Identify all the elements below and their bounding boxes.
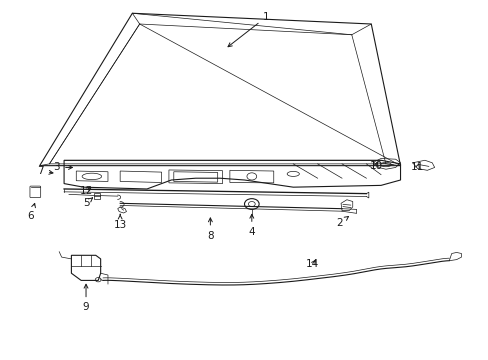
Text: 8: 8	[206, 218, 213, 240]
Text: 1: 1	[227, 12, 269, 47]
Text: 5: 5	[82, 198, 92, 208]
Text: 7: 7	[37, 166, 53, 176]
Text: 13: 13	[113, 214, 126, 230]
Text: 10: 10	[369, 161, 382, 171]
Text: 11: 11	[410, 162, 424, 172]
Text: 14: 14	[305, 259, 319, 269]
Text: 4: 4	[248, 214, 255, 237]
Text: 9: 9	[82, 284, 89, 312]
Text: 12: 12	[79, 186, 92, 196]
Text: 6: 6	[27, 203, 35, 221]
Text: 2: 2	[336, 216, 348, 228]
Text: 3: 3	[53, 162, 72, 172]
